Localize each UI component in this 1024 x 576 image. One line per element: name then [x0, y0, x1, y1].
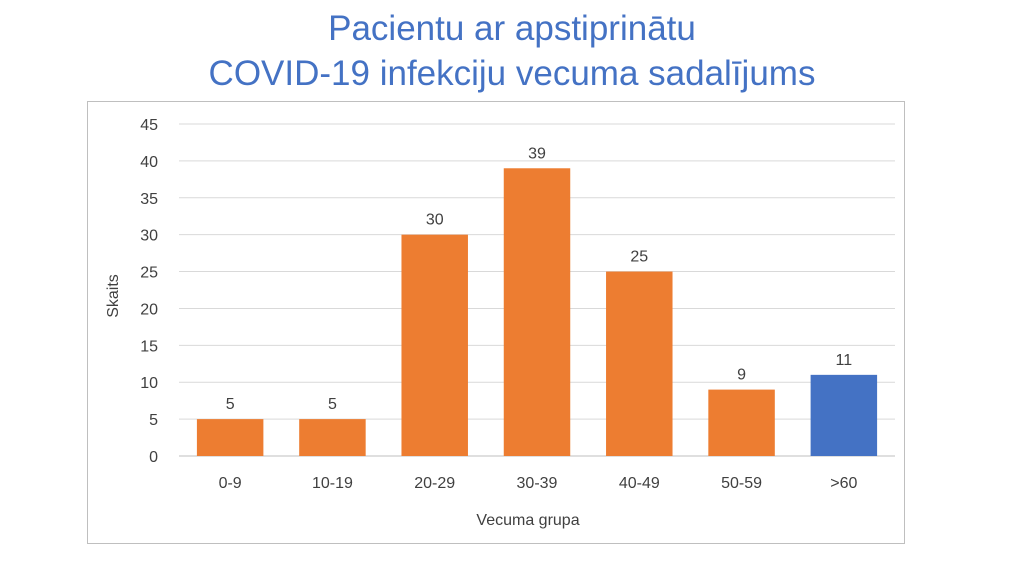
bar-40-49 [606, 271, 673, 456]
y-axis-label: Skaits [105, 274, 122, 318]
y-tick-label: 45 [140, 117, 158, 134]
data-label: 39 [528, 145, 546, 162]
x-tick-label: 10-19 [312, 475, 353, 492]
y-tick-label: 40 [140, 154, 158, 171]
bar-10-19 [299, 419, 366, 456]
data-label: 11 [836, 352, 853, 369]
x-tick-label: 40-49 [619, 475, 660, 492]
data-label: 5 [226, 396, 235, 413]
y-tick-label: 5 [149, 412, 158, 429]
bar-30-39 [503, 168, 571, 456]
y-axis-ticks: 0 5 10 15 20 25 30 35 40 45 [140, 117, 158, 466]
x-axis-label: Vecuma grupa [476, 512, 579, 529]
bar-20-29 [401, 234, 468, 456]
x-tick-label: >60 [830, 475, 857, 492]
bar-50-59 [708, 389, 775, 456]
chart-frame [87, 101, 905, 544]
bar-0-9 [196, 419, 264, 456]
y-tick-label: 25 [140, 265, 158, 282]
data-label: 5 [328, 396, 337, 413]
y-tick-label: 20 [140, 301, 158, 318]
y-tick-label: 15 [140, 338, 158, 355]
x-axis-ticks: 0-9 10-19 20-29 30-39 40-49 50-59 >60 [219, 475, 858, 492]
data-label: 30 [426, 212, 444, 229]
chart-title-line2: COVID-19 infekciju vecuma sadalījums [208, 54, 816, 93]
bars [196, 168, 878, 456]
x-tick-label: 50-59 [721, 475, 762, 492]
y-tick-label: 10 [140, 375, 158, 392]
x-tick-label: 0-9 [219, 475, 242, 492]
chart-title: Pacientu ar apstiprinātu COVID-19 infekc… [0, 6, 1024, 96]
x-tick-label: 30-39 [517, 475, 558, 492]
y-tick-label: 0 [149, 449, 158, 466]
data-label: 9 [737, 367, 746, 384]
y-tick-label: 35 [140, 191, 158, 208]
data-labels: 5 5 30 39 25 9 11 [226, 145, 853, 413]
bar->60 [810, 374, 878, 456]
data-label: 25 [630, 249, 648, 266]
y-tick-label: 30 [140, 228, 158, 245]
x-tick-label: 20-29 [414, 475, 455, 492]
chart-title-line1: Pacientu ar apstiprinātu [328, 9, 696, 48]
